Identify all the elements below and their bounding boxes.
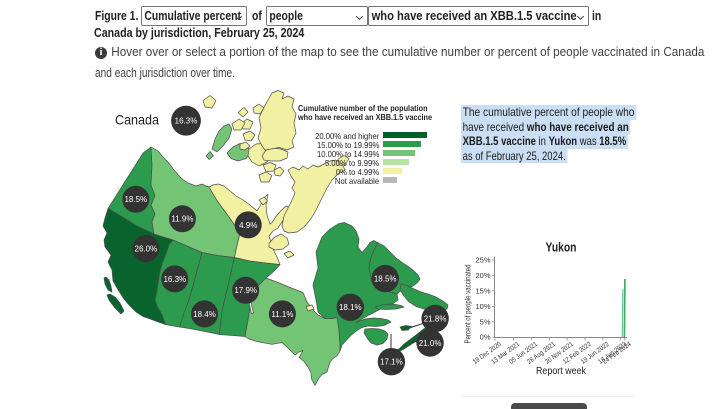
svg-text:11.9%: 11.9%	[171, 215, 193, 224]
svg-text:18.4%: 18.4%	[193, 310, 216, 319]
svg-text:Yukon: Yukon	[546, 241, 577, 255]
svg-text:11.1%: 11.1%	[271, 310, 293, 319]
svg-text:15%: 15%	[475, 286, 490, 295]
svg-text:21.8%: 21.8%	[424, 314, 447, 323]
svg-text:25%: 25%	[475, 256, 490, 265]
svg-text:0%: 0%	[480, 333, 491, 342]
svg-text:21.0%: 21.0%	[419, 339, 442, 348]
svg-text:17.9%: 17.9%	[234, 286, 257, 295]
svg-text:20%: 20%	[475, 271, 490, 280]
svg-text:18.5%: 18.5%	[124, 195, 147, 204]
svg-text:18.5%: 18.5%	[374, 275, 397, 284]
svg-text:17.1%: 17.1%	[380, 358, 403, 367]
svg-text:Canada: Canada	[115, 112, 159, 128]
svg-text:Report week: Report week	[536, 365, 587, 377]
svg-text:Percent of people vaccinated: Percent of people vaccinated	[464, 265, 473, 344]
svg-text:18.1%: 18.1%	[339, 303, 362, 312]
svg-text:16.3%: 16.3%	[175, 117, 198, 126]
svg-text:16.3%: 16.3%	[163, 275, 186, 284]
svg-text:5%: 5%	[480, 317, 491, 326]
svg-text:4.9%: 4.9%	[239, 221, 257, 230]
svg-text:26.0%: 26.0%	[135, 245, 158, 254]
svg-text:10%: 10%	[475, 302, 490, 311]
